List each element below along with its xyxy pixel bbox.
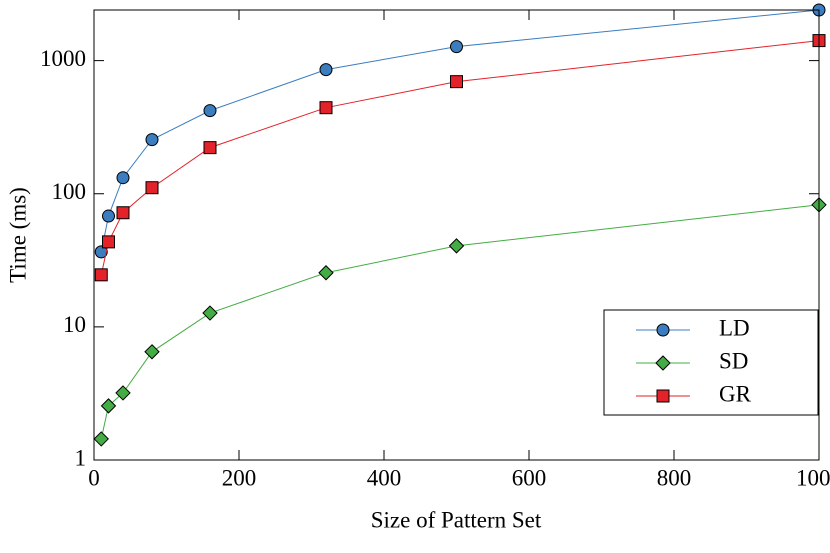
y-tick-label: 1000 <box>40 46 86 71</box>
legend-label: SD <box>719 348 748 373</box>
data-point <box>450 40 463 54</box>
data-point <box>450 75 463 89</box>
data-point <box>102 209 115 223</box>
data-point <box>102 235 115 249</box>
data-point <box>145 181 159 195</box>
legend-marker <box>656 389 670 403</box>
data-point <box>203 141 217 155</box>
data-point <box>116 171 130 185</box>
data-point <box>144 344 160 360</box>
y-tick-label: 100 <box>52 179 87 204</box>
x-tick-label: 600 <box>512 465 547 490</box>
x-tick-label: 1000 <box>796 465 830 490</box>
y-axis-label: Time (ms) <box>5 187 30 283</box>
data-point <box>319 63 333 77</box>
plot-frame <box>93 9 820 461</box>
data-point <box>100 398 117 414</box>
data-point <box>116 206 130 220</box>
legend-marker <box>655 355 671 371</box>
y-tick-label: 1 <box>75 445 87 470</box>
legend-marker <box>656 323 670 337</box>
y-tick-label: 10 <box>63 312 86 337</box>
data-point <box>94 268 108 282</box>
data-point <box>145 133 159 147</box>
x-axis-label: Size of Pattern Set <box>371 507 542 532</box>
data-point <box>319 101 333 115</box>
data-point <box>93 431 109 447</box>
data-point <box>94 245 108 259</box>
data-point <box>318 265 334 281</box>
x-tick-label: 400 <box>367 465 402 490</box>
x-tick-label: 200 <box>222 465 257 490</box>
series-line <box>100 9 820 252</box>
data-point <box>115 385 131 401</box>
x-tick-label: 0 <box>88 465 100 490</box>
data-point <box>448 238 465 254</box>
legend-label: LD <box>719 315 750 340</box>
data-point <box>203 104 217 118</box>
x-tick-label: 800 <box>657 465 692 490</box>
legend-label: GR <box>719 381 752 406</box>
data-point <box>202 305 218 321</box>
